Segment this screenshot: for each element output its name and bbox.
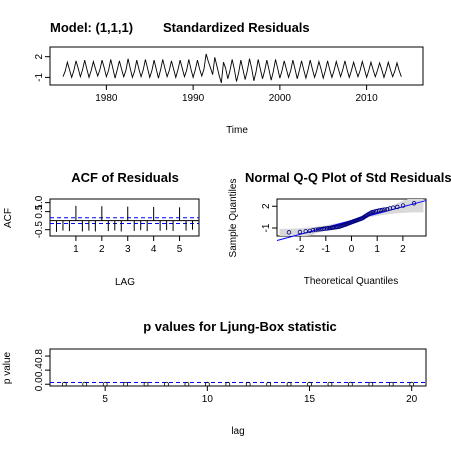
ljung-box-y-tick-label: 0.4: [34, 363, 45, 377]
ljung-box-point: [286, 381, 292, 387]
acf-panel: ACF of Residuals 1 2 3 4 5 -0.5 0.51.0 LAG AC…: [3, 170, 200, 288]
residuals-y-axis: -1 2: [34, 53, 50, 82]
ljung-box-point: [347, 381, 353, 387]
qq-point: [315, 227, 321, 232]
acf-title: ACF of Residuals: [71, 170, 179, 185]
ljung-box-panel: p values for Ljung-Box statistic 5 10 15 20…: [2, 319, 427, 437]
residuals-series-line: [62, 53, 402, 84]
qq-point: [382, 207, 388, 212]
qq-points: [286, 201, 417, 235]
qq-point: [303, 229, 308, 234]
ljung-box-point: [368, 381, 374, 387]
acf-x-tick-label: 1: [73, 244, 79, 255]
qq-y-label: Sample Quantiles: [228, 179, 239, 258]
ljung-box-x-tick-label: 10: [202, 394, 214, 405]
acf-x-label: LAG: [115, 277, 135, 288]
qq-point: [380, 207, 385, 213]
acf-x-tick-label: 3: [125, 244, 131, 255]
ljung-box-point: [82, 381, 88, 387]
residuals-x-tick-label: 2010: [355, 93, 378, 104]
qq-point: [323, 226, 328, 231]
acf-confidence-bounds: [50, 217, 199, 225]
qq-y-tick-label: -1: [261, 223, 272, 232]
qq-point: [286, 230, 292, 235]
residuals-x-tick-label: 1980: [95, 93, 118, 104]
qq-x-label: Theoretical Quantiles: [304, 276, 399, 287]
ljung-box-x-tick-label: 5: [102, 394, 108, 405]
qq-panel: Normal Q-Q Plot of Std Residuals -2 -1 0 1 2…: [228, 170, 451, 287]
ljung-box-point: [143, 381, 149, 387]
residuals-y-tick-label: -1: [34, 73, 45, 82]
qq-point: [378, 208, 384, 213]
qq-x-tick-label: -1: [321, 244, 330, 255]
acf-x-axis: 1 2 3 4 5: [73, 236, 183, 255]
residuals-x-tick-label: 2000: [269, 93, 292, 104]
ljung-box-point: [184, 381, 190, 387]
ljung-box-y-label: p value: [2, 351, 13, 384]
ljung-box-y-tick-label: 0.0: [34, 377, 45, 391]
qq-x-tick-label: 0: [349, 244, 355, 255]
ljung-box-title: p values for Ljung-Box statistic: [143, 319, 337, 334]
ljung-box-point: [61, 381, 67, 387]
ljung-box-x-label: lag: [231, 426, 244, 437]
qq-title: Normal Q-Q Plot of Std Residuals: [245, 170, 451, 185]
acf-x-tick-label: 2: [99, 244, 105, 255]
qq-x-tick-label: 2: [400, 244, 406, 255]
acf-x-tick-label: 5: [177, 244, 183, 255]
ljung-box-plot-box: [49, 348, 427, 387]
ljung-box-x-tick-label: 20: [406, 394, 418, 405]
residuals-title: Standardized Residuals: [163, 20, 310, 35]
residuals-x-tick-label: 1990: [182, 93, 205, 104]
qq-y-tick-label: 2: [261, 203, 272, 209]
ljung-box-x-tick-label: 15: [304, 394, 316, 405]
ljung-box-point: [164, 381, 169, 387]
acf-y-label: ACF: [3, 208, 14, 228]
ljung-box-point: [327, 381, 333, 387]
qq-point: [391, 205, 396, 210]
qq-point: [400, 203, 406, 208]
qq-y-axis: -1 2: [261, 203, 277, 232]
qq-point: [313, 227, 318, 233]
qq-point: [310, 227, 316, 233]
residuals-x-axis: 1980 1990 2000 2010: [95, 85, 378, 104]
ljung-box-y-axis: 0.00.40.8: [34, 349, 50, 391]
acf-x-tick-label: 4: [151, 244, 157, 255]
qq-point: [395, 204, 400, 210]
ljung-box-point: [123, 381, 129, 387]
ljung-box-point: [388, 381, 394, 387]
model-title: Model: (1,1,1): [50, 20, 133, 35]
residuals-plot-box: [49, 46, 424, 86]
qq-confidence-band: [279, 199, 424, 236]
acf-y-axis: -0.5 0.51.0: [34, 195, 50, 238]
qq-point: [385, 206, 390, 212]
residuals-y-tick-label: 2: [34, 53, 45, 59]
qq-x-tick-label: -2: [296, 244, 305, 255]
qq-x-axis: -2 -1 0 1 2: [296, 236, 406, 255]
acf-y-tick-label: -0.5: [34, 221, 45, 239]
ljung-box-point: [245, 381, 251, 387]
qq-point: [297, 229, 303, 235]
ljung-box-point: [266, 381, 272, 387]
ljung-box-x-axis: 5 10 15 20: [102, 386, 418, 405]
qq-point: [411, 201, 417, 206]
acf-y-tick-label: 0.5: [34, 204, 45, 218]
residuals-panel: Model: (1,1,1) Standardized Residuals 19…: [34, 20, 424, 136]
ljung-box-point: [225, 381, 231, 387]
acf-y-tick-label: 1.0: [34, 195, 45, 209]
residuals-x-label: Time: [226, 125, 248, 136]
qq-x-tick-label: 1: [374, 244, 380, 255]
ljung-box-y-tick-label: 0.8: [34, 349, 45, 363]
acf-bars: [55, 205, 194, 232]
